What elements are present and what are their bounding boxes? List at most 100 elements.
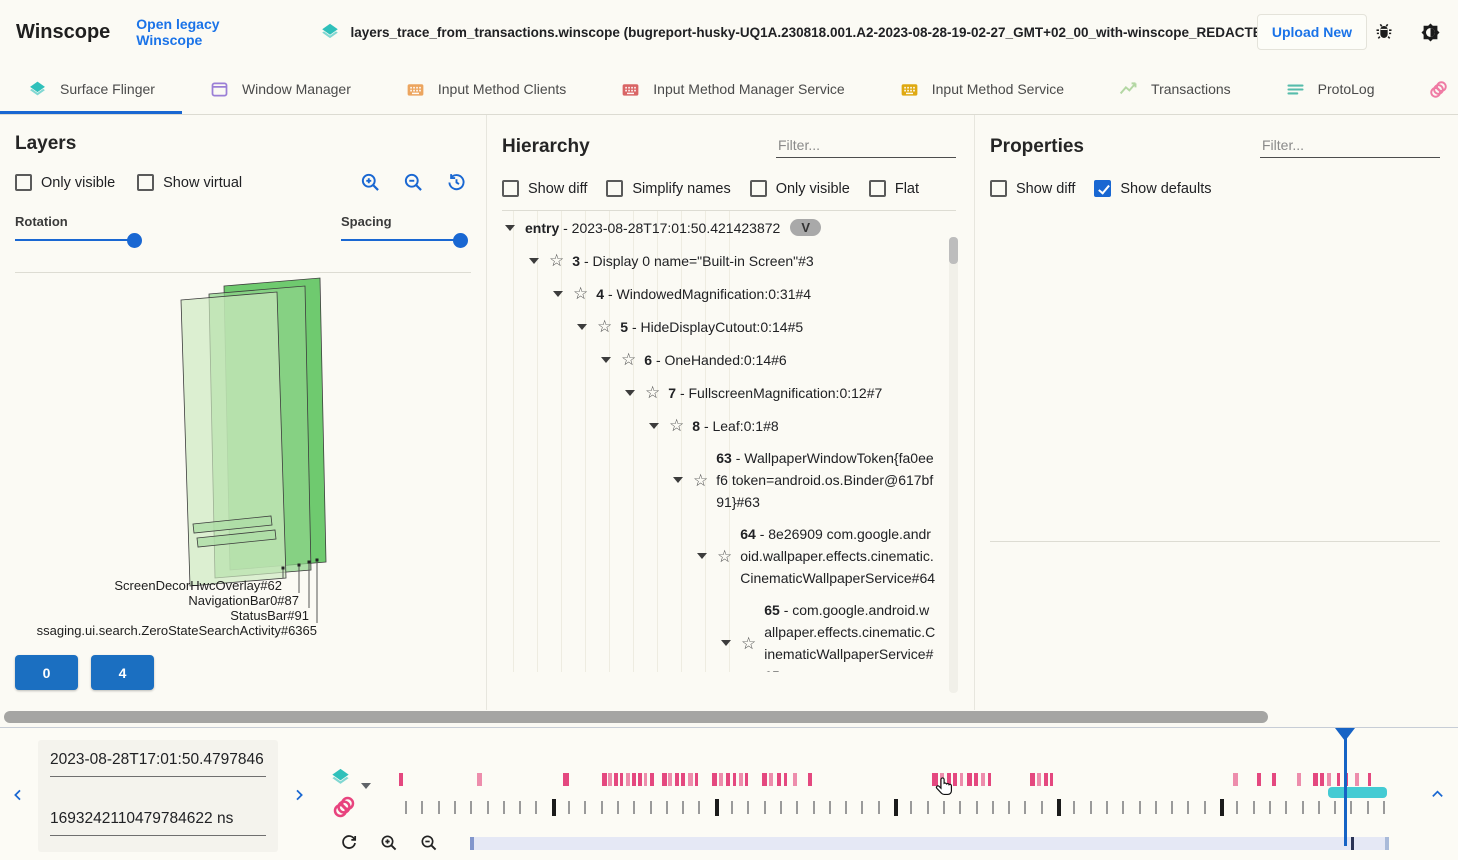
expand-caret-icon[interactable] (721, 640, 731, 646)
tree-node-7[interactable]: ☆ 7 - FullscreenMagnification:0:12#7 (487, 376, 974, 409)
frame-tick[interactable] (649, 801, 652, 814)
frame-tick[interactable] (421, 801, 424, 814)
transition-marker[interactable] (563, 773, 569, 786)
unchecked-checkbox-icon[interactable] (868, 180, 886, 197)
zoom-in-icon[interactable] (359, 171, 382, 194)
frame-tick[interactable] (1171, 801, 1174, 814)
frame-tick[interactable] (1154, 801, 1157, 814)
transition-marker[interactable] (477, 773, 482, 786)
timeline-cursor-handle[interactable] (1335, 728, 1355, 741)
transition-marker[interactable] (602, 773, 607, 786)
collapse-timeline-icon[interactable] (1428, 786, 1447, 802)
horizontal-scrollbar-thumb[interactable] (4, 711, 1268, 723)
frame-tick[interactable] (828, 801, 831, 814)
frame-tick[interactable] (910, 801, 913, 814)
transition-marker[interactable] (662, 773, 667, 786)
unchecked-checkbox-icon[interactable] (749, 180, 767, 197)
spacing-slider-track[interactable] (341, 232, 468, 248)
timeline-markers[interactable] (0, 728, 1458, 860)
unchecked-checkbox-icon[interactable] (502, 180, 519, 197)
transition-marker[interactable] (769, 773, 773, 786)
transition-marker[interactable] (620, 773, 623, 786)
expand-caret-icon[interactable] (577, 323, 587, 330)
frame-tick[interactable] (1350, 801, 1353, 814)
display-button-0[interactable]: 0 (15, 655, 78, 690)
frame-tick[interactable] (1008, 801, 1011, 814)
transition-marker[interactable] (1030, 773, 1035, 786)
timeline-cursor-line[interactable] (1344, 730, 1347, 846)
transition-marker[interactable] (638, 773, 642, 786)
frame-tick[interactable] (861, 801, 864, 814)
unchecked-checkbox-icon[interactable] (606, 180, 624, 197)
frame-tick[interactable] (747, 801, 750, 814)
tree-node-65[interactable]: ☆ 65 - com.google.android.wallpaper.effec… (487, 594, 974, 672)
frame-tick[interactable] (1366, 801, 1369, 814)
report-bug-icon[interactable] (1373, 21, 1395, 43)
pin-star-icon[interactable]: ☆ (621, 350, 637, 369)
frame-tick[interactable] (1285, 801, 1288, 814)
tab-transactions[interactable]: Transactions (1091, 64, 1258, 114)
transition-marker[interactable] (1297, 773, 1301, 786)
checkbox-simplify-names[interactable]: Simplify names (606, 180, 731, 197)
frame-tick[interactable] (845, 801, 848, 814)
frame-tick[interactable] (1252, 801, 1255, 814)
transition-marker[interactable] (632, 773, 636, 786)
transition-marker[interactable] (726, 773, 730, 786)
transition-marker[interactable] (626, 773, 630, 786)
transition-marker[interactable] (1313, 773, 1318, 786)
frame-tick[interactable] (731, 801, 733, 814)
timeline-zoom-in-icon[interactable] (379, 833, 399, 853)
tab-transitions[interactable]: Transitions (1401, 64, 1458, 114)
transition-marker[interactable] (1355, 773, 1359, 786)
frame-tick[interactable] (1089, 801, 1092, 814)
tree-node-3[interactable]: ☆ 3 - Display 0 name="Built-in Screen"#3 (487, 244, 974, 277)
frame-tick[interactable] (616, 801, 619, 814)
frame-tick[interactable] (991, 801, 994, 814)
frame-tick[interactable] (682, 801, 685, 814)
frame-tick[interactable] (486, 801, 489, 814)
expand-caret-icon[interactable] (529, 257, 539, 264)
transition-marker[interactable] (719, 773, 723, 786)
frame-tick[interactable] (1301, 801, 1304, 814)
frame-tick[interactable] (665, 801, 668, 814)
previous-entry-icon[interactable] (10, 786, 26, 804)
transition-marker[interactable] (608, 773, 612, 786)
expand-caret-icon[interactable] (649, 422, 659, 429)
tree-node-6[interactable]: ☆ 6 - OneHanded:0:14#6 (487, 343, 974, 376)
layers-3d-canvas[interactable] (0, 272, 487, 632)
transition-marker[interactable] (739, 773, 743, 786)
upload-new-button[interactable]: Upload New (1256, 14, 1367, 50)
dark-mode-icon[interactable] (1419, 21, 1442, 44)
ns-timestamp-input[interactable] (50, 803, 266, 836)
frame-tick[interactable] (568, 801, 570, 814)
checked-checkbox-icon[interactable] (1094, 180, 1112, 197)
transition-marker[interactable] (932, 773, 938, 786)
transition-marker[interactable] (745, 773, 748, 786)
expand-caret-icon[interactable] (697, 553, 707, 559)
rotation-slider[interactable]: Rotation (15, 214, 142, 248)
timeline-refresh-icon[interactable] (339, 833, 359, 853)
frame-tick[interactable] (1138, 801, 1141, 814)
timeline-overview-bar[interactable] (470, 837, 1389, 850)
frame-tick[interactable] (714, 799, 719, 816)
frame-tick[interactable] (405, 801, 407, 814)
tree-node-4[interactable]: ☆ 4 - WindowedMagnification:0:31#4 (487, 277, 974, 310)
selected-range-band[interactable] (1328, 787, 1387, 798)
frame-tick[interactable] (470, 801, 473, 814)
transition-marker[interactable] (1272, 773, 1276, 786)
transition-marker[interactable] (668, 773, 672, 786)
expand-caret-icon[interactable] (553, 290, 563, 297)
frame-tick[interactable] (779, 801, 782, 814)
frame-tick[interactable] (1024, 801, 1027, 814)
human-timestamp-input[interactable] (50, 744, 266, 777)
rotation-slider-track[interactable] (15, 232, 142, 248)
pin-star-icon[interactable]: ☆ (693, 470, 709, 490)
transition-marker[interactable] (1044, 773, 1048, 786)
hierarchy-scrollbar-track[interactable] (949, 237, 958, 693)
frame-tick[interactable] (1220, 799, 1224, 816)
checkbox-only-visible[interactable]: Only visible (749, 180, 850, 197)
unchecked-checkbox-icon[interactable] (137, 174, 155, 191)
frame-tick[interactable] (551, 799, 556, 816)
open-legacy-winscope-link[interactable]: Open legacy Winscope (136, 16, 220, 48)
transition-marker[interactable] (1233, 773, 1238, 786)
